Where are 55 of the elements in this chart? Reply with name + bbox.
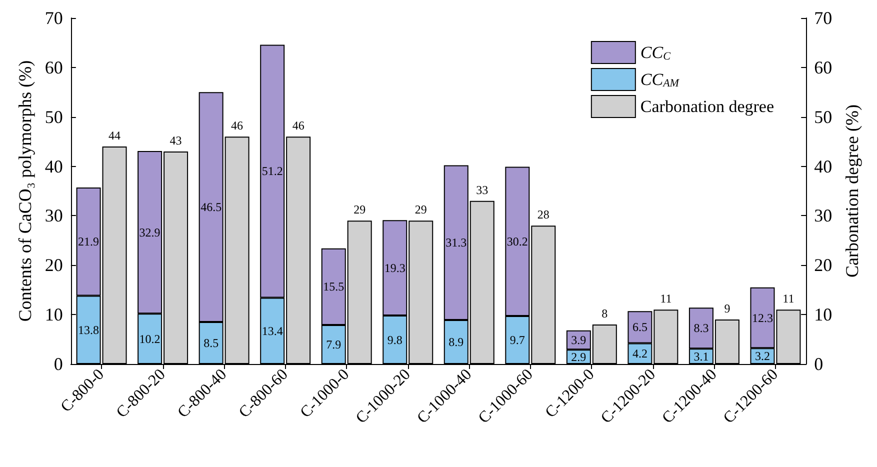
data-label: 51.2 (262, 164, 283, 178)
y2-tick-label: 60 (814, 57, 832, 78)
data-label: 29 (354, 202, 366, 217)
data-label: 19.3 (384, 260, 406, 275)
data-label: 3.1 (694, 349, 709, 364)
data-label: 4.2 (632, 346, 648, 361)
data-label: 3.2 (754, 349, 770, 364)
data-label: 32.9 (139, 225, 160, 240)
legend-label: Carbonation degree (640, 97, 774, 116)
data-label: 11 (660, 292, 672, 306)
data-label: 30.2 (506, 234, 528, 248)
data-label: 21.9 (78, 234, 100, 249)
y-tick-label: 40 (44, 156, 63, 176)
y2-tick-label: 30 (814, 206, 832, 226)
y-axis-title: Contents of CaCO₃ polymorphs (%) (15, 60, 35, 322)
y2-axis-title: Carbonation degree (%) (842, 104, 862, 278)
data-label: 6.5 (632, 320, 648, 334)
data-label: 46 (231, 118, 244, 133)
data-label: 11 (782, 292, 794, 306)
data-label: 9.8 (387, 332, 402, 347)
y-tick-label: 50 (44, 106, 63, 127)
data-label: 9 (724, 302, 730, 316)
data-label: 31.3 (446, 236, 467, 250)
data-label: 9.7 (510, 333, 525, 348)
data-label: 2.9 (571, 350, 586, 364)
y2-tick-label: 70 (814, 8, 832, 28)
data-label: 29 (414, 202, 427, 217)
data-label: 8 (602, 306, 608, 320)
data-label: 44 (108, 128, 121, 143)
data-label: 10.2 (139, 332, 160, 346)
y-tick-label: 20 (44, 255, 63, 276)
data-label: 46 (292, 118, 304, 133)
y2-tick-label: 0 (814, 354, 824, 374)
y-tick-label: 70 (44, 8, 63, 28)
data-label: 46.5 (200, 200, 222, 214)
y-tick-label: 60 (44, 57, 63, 78)
y2-tick-label: 20 (814, 255, 832, 276)
y2-tick-label: 10 (814, 304, 832, 325)
data-label: 8.5 (204, 336, 219, 350)
data-label: 12.3 (752, 310, 773, 325)
y2-tick-label: 50 (814, 106, 832, 127)
data-label: 8.9 (448, 335, 464, 350)
y-tick-label: 0 (54, 354, 63, 374)
data-label: 13.4 (262, 324, 283, 338)
y-tick-label: 30 (44, 206, 63, 226)
y2-tick-label: 40 (814, 156, 832, 176)
data-label: 13.8 (78, 322, 100, 337)
data-label: 28 (537, 208, 550, 222)
y-tick-label: 10 (44, 304, 63, 325)
data-label: 43 (170, 133, 182, 148)
data-label: 3.9 (571, 333, 586, 348)
data-label: 8.3 (694, 321, 709, 336)
data-label: 33 (476, 182, 488, 197)
data-label: 15.5 (323, 280, 344, 294)
data-label: 7.9 (326, 337, 342, 352)
